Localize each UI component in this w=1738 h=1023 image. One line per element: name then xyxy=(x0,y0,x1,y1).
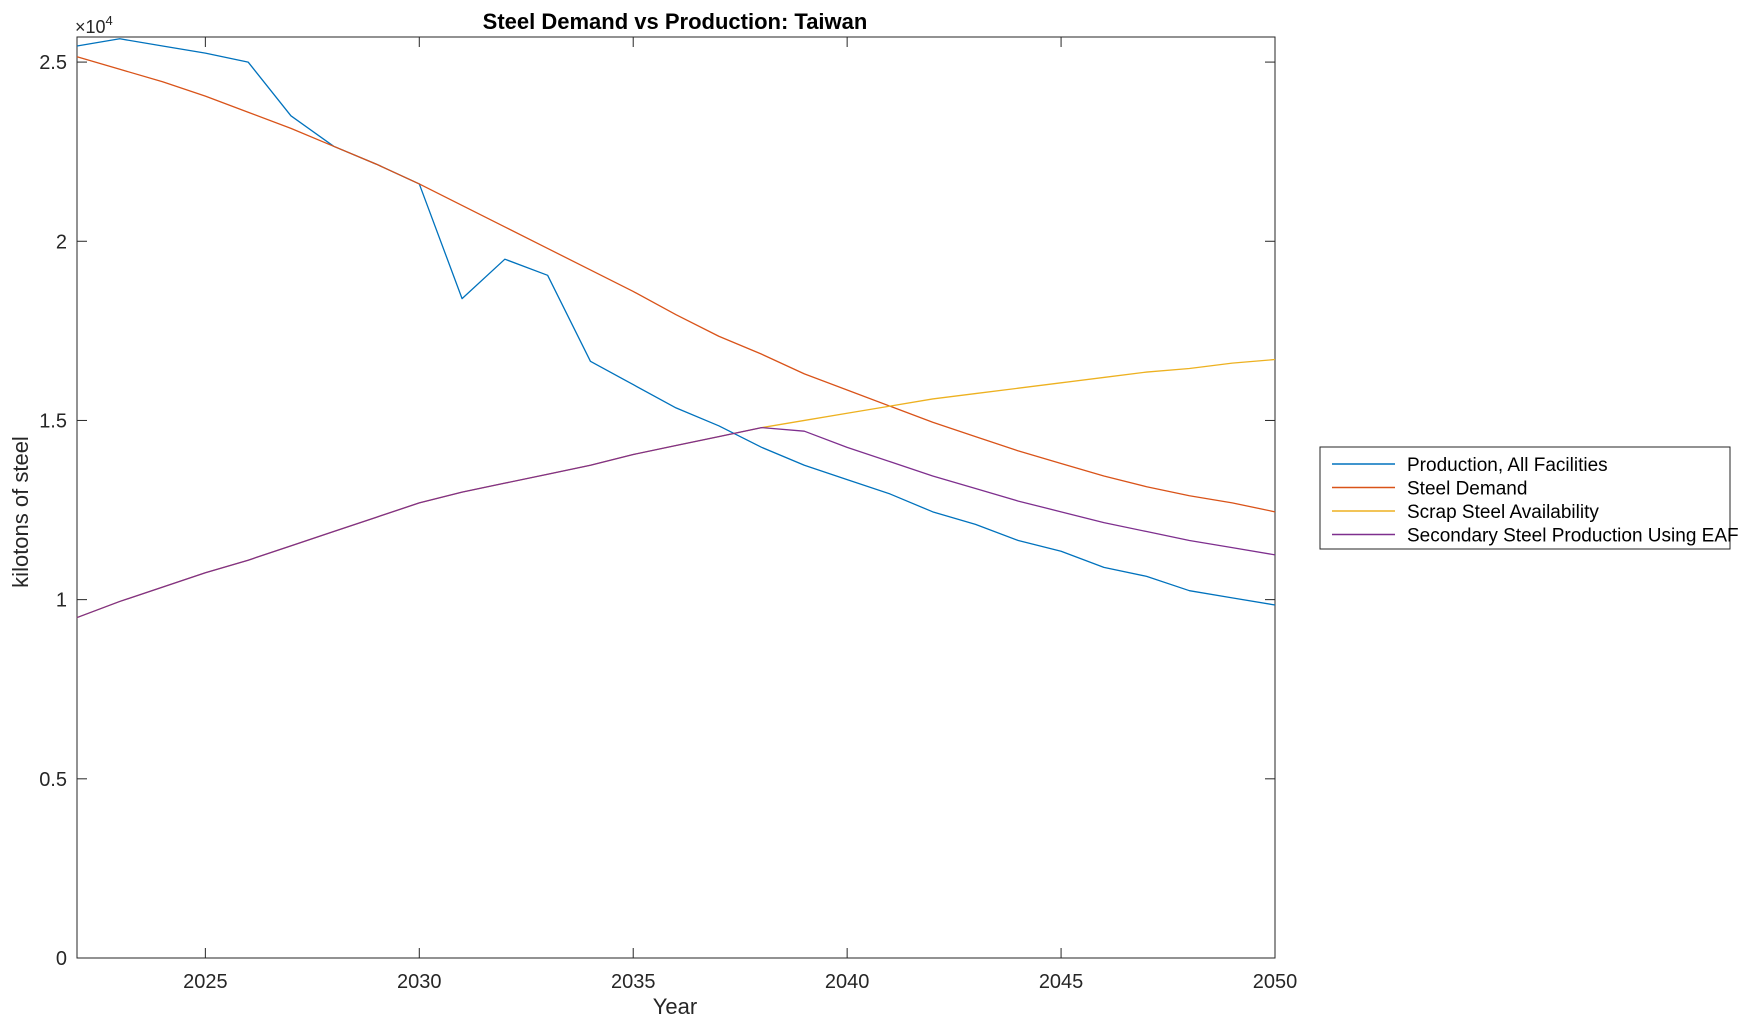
legend-entry-label: Secondary Steel Production Using EAF xyxy=(1407,526,1738,547)
x-tick-label: 2040 xyxy=(825,971,870,993)
legend: Production, All Facilities Steel DemandSc… xyxy=(1319,446,1738,550)
series-line-3 xyxy=(76,426,1276,619)
series-line-0 xyxy=(76,38,1276,606)
y-tick-label: 0 xyxy=(56,948,67,970)
axes-layer: 2025 2030 2035 2040 2045 2050 0 0.5 1 1.5 2 2.5 xyxy=(39,36,1298,993)
y-axis-label: kilotons of steel xyxy=(8,436,33,588)
x-tick-label: 2045 xyxy=(1039,971,1084,993)
y-exponent-power: 4 xyxy=(106,13,113,28)
x-axis-label: Year xyxy=(653,994,697,1019)
chart-title: Steel Demand vs Production: Taiwan xyxy=(483,9,868,34)
y-exponent-label: ×104 xyxy=(75,13,113,37)
y-exponent-base: ×10 xyxy=(75,17,106,37)
y-tick-label: 1.5 xyxy=(39,410,67,432)
series-layer xyxy=(76,38,1276,619)
x-tick-label: 2025 xyxy=(183,971,228,993)
plot-area-box xyxy=(76,36,1276,959)
x-tick-label: 2050 xyxy=(1253,971,1298,993)
y-tick-label: 0.5 xyxy=(39,769,67,791)
x-tick-label: 2035 xyxy=(611,971,656,993)
y-tick-label: 2.5 xyxy=(39,52,67,74)
series-line-1 xyxy=(76,56,1276,513)
y-tick-label: 2 xyxy=(56,231,67,253)
legend-entry-label: Scrap Steel Availability xyxy=(1407,502,1599,523)
legend-entry-label: Production, All Facilities xyxy=(1407,455,1608,476)
legend-entry-label: Steel Demand xyxy=(1407,479,1527,500)
x-tick-label: 2030 xyxy=(397,971,442,993)
y-tick-label: 1 xyxy=(56,590,67,612)
